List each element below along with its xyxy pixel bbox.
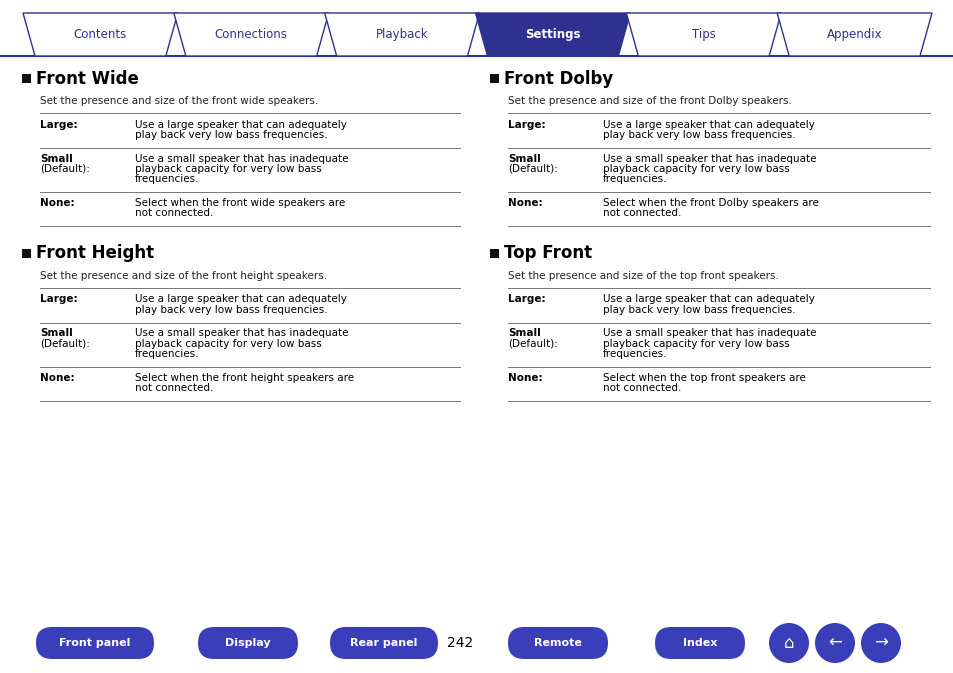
Bar — [22, 249, 30, 258]
Text: Set the presence and size of the front height speakers.: Set the presence and size of the front h… — [40, 271, 327, 281]
Text: Small: Small — [40, 153, 72, 164]
Text: Contents: Contents — [73, 28, 127, 41]
Text: →: → — [873, 634, 887, 652]
Text: play back very low bass frequencies.: play back very low bass frequencies. — [135, 305, 327, 315]
Text: ←: ← — [827, 634, 841, 652]
Text: Use a small speaker that has inadequate: Use a small speaker that has inadequate — [135, 328, 348, 339]
Text: Large:: Large: — [507, 120, 545, 129]
Text: frequencies.: frequencies. — [135, 349, 199, 359]
Text: not connected.: not connected. — [602, 209, 680, 219]
Bar — [22, 74, 30, 83]
Text: Tips: Tips — [691, 28, 715, 41]
Text: Select when the top front speakers are: Select when the top front speakers are — [602, 373, 805, 383]
Text: not connected.: not connected. — [135, 209, 213, 219]
Bar — [490, 74, 498, 83]
Text: Small: Small — [507, 328, 540, 339]
Text: None:: None: — [40, 373, 74, 383]
FancyBboxPatch shape — [655, 627, 744, 659]
Text: Small: Small — [40, 328, 72, 339]
Text: Select when the front Dolby speakers are: Select when the front Dolby speakers are — [602, 198, 818, 208]
Polygon shape — [173, 13, 329, 56]
Text: play back very low bass frequencies.: play back very low bass frequencies. — [135, 130, 327, 140]
Text: Connections: Connections — [214, 28, 288, 41]
Text: Small: Small — [507, 153, 540, 164]
Text: play back very low bass frequencies.: play back very low bass frequencies. — [602, 305, 795, 315]
Text: Large:: Large: — [507, 295, 545, 304]
Text: Front Wide: Front Wide — [36, 69, 139, 87]
Text: Front Dolby: Front Dolby — [503, 69, 613, 87]
Polygon shape — [475, 13, 630, 56]
Text: Front panel: Front panel — [59, 638, 131, 648]
Text: Select when the front wide speakers are: Select when the front wide speakers are — [135, 198, 345, 208]
Text: playback capacity for very low bass: playback capacity for very low bass — [602, 339, 789, 349]
Text: frequencies.: frequencies. — [602, 174, 667, 184]
Polygon shape — [626, 13, 781, 56]
FancyBboxPatch shape — [198, 627, 297, 659]
Text: not connected.: not connected. — [135, 384, 213, 394]
Circle shape — [861, 623, 900, 663]
Text: Front Height: Front Height — [36, 244, 154, 262]
Polygon shape — [324, 13, 479, 56]
Text: Appendix: Appendix — [826, 28, 882, 41]
Text: Set the presence and size of the front Dolby speakers.: Set the presence and size of the front D… — [507, 96, 791, 106]
Text: playback capacity for very low bass: playback capacity for very low bass — [135, 339, 321, 349]
Text: Select when the front height speakers are: Select when the front height speakers ar… — [135, 373, 354, 383]
Text: ⌂: ⌂ — [783, 634, 794, 652]
Text: Use a small speaker that has inadequate: Use a small speaker that has inadequate — [602, 153, 816, 164]
Text: Large:: Large: — [40, 295, 77, 304]
Text: Use a large speaker that can adequately: Use a large speaker that can adequately — [602, 120, 814, 129]
FancyBboxPatch shape — [330, 627, 437, 659]
Polygon shape — [777, 13, 931, 56]
Text: Set the presence and size of the front wide speakers.: Set the presence and size of the front w… — [40, 96, 318, 106]
Text: Display: Display — [225, 638, 271, 648]
Text: Remote: Remote — [534, 638, 581, 648]
Text: play back very low bass frequencies.: play back very low bass frequencies. — [602, 130, 795, 140]
FancyBboxPatch shape — [36, 627, 153, 659]
Text: Set the presence and size of the top front speakers.: Set the presence and size of the top fro… — [507, 271, 778, 281]
Text: (Default):: (Default): — [40, 339, 90, 349]
Text: Settings: Settings — [524, 28, 580, 41]
Text: (Default):: (Default): — [507, 164, 558, 174]
Text: not connected.: not connected. — [602, 384, 680, 394]
Text: Use a large speaker that can adequately: Use a large speaker that can adequately — [602, 295, 814, 304]
Text: Playback: Playback — [375, 28, 428, 41]
Text: playback capacity for very low bass: playback capacity for very low bass — [135, 164, 321, 174]
Text: None:: None: — [507, 373, 542, 383]
Bar — [490, 249, 498, 258]
Polygon shape — [23, 13, 177, 56]
Text: (Default):: (Default): — [40, 164, 90, 174]
Text: frequencies.: frequencies. — [602, 349, 667, 359]
Text: Top Front: Top Front — [503, 244, 592, 262]
Text: None:: None: — [507, 198, 542, 208]
Text: playback capacity for very low bass: playback capacity for very low bass — [602, 164, 789, 174]
Text: Use a small speaker that has inadequate: Use a small speaker that has inadequate — [602, 328, 816, 339]
Circle shape — [814, 623, 854, 663]
FancyBboxPatch shape — [507, 627, 607, 659]
Text: frequencies.: frequencies. — [135, 174, 199, 184]
Text: Use a small speaker that has inadequate: Use a small speaker that has inadequate — [135, 153, 348, 164]
Text: 242: 242 — [446, 636, 473, 650]
Text: (Default):: (Default): — [507, 339, 558, 349]
Circle shape — [768, 623, 808, 663]
Text: Index: Index — [682, 638, 717, 648]
Text: Large:: Large: — [40, 120, 77, 129]
Text: Use a large speaker that can adequately: Use a large speaker that can adequately — [135, 295, 347, 304]
Text: None:: None: — [40, 198, 74, 208]
Text: Use a large speaker that can adequately: Use a large speaker that can adequately — [135, 120, 347, 129]
Text: Rear panel: Rear panel — [350, 638, 417, 648]
